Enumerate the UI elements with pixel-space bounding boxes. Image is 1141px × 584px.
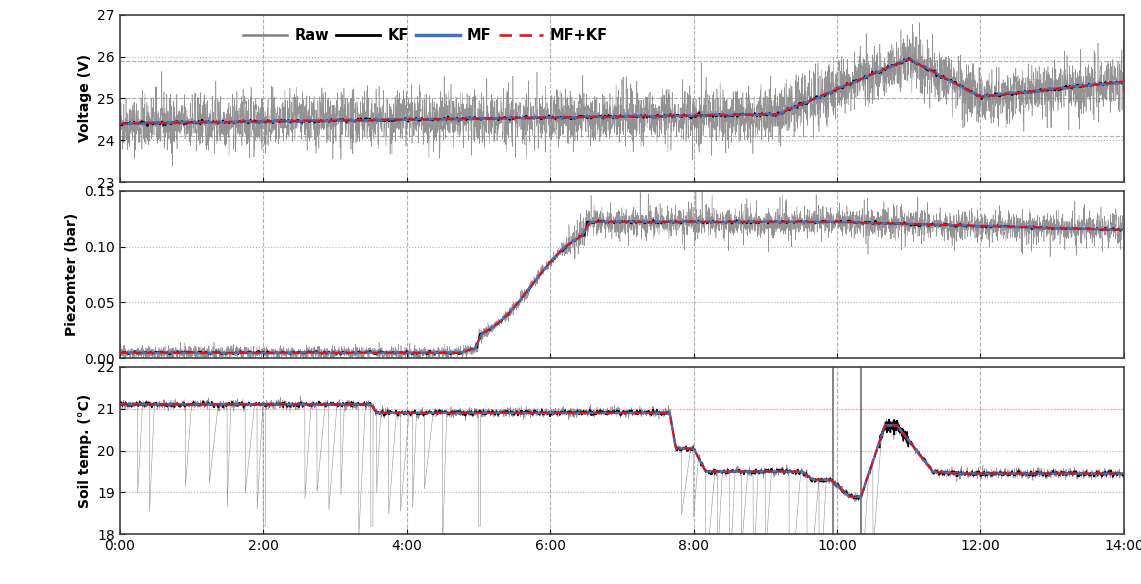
Y-axis label: Voltage (V): Voltage (V) <box>78 54 91 142</box>
Y-axis label: Soil temp. (°C): Soil temp. (°C) <box>78 394 91 507</box>
Y-axis label: Piezomter (bar): Piezomter (bar) <box>65 213 79 336</box>
Legend: Raw, KF, MF, MF+KF: Raw, KF, MF, MF+KF <box>237 22 614 48</box>
